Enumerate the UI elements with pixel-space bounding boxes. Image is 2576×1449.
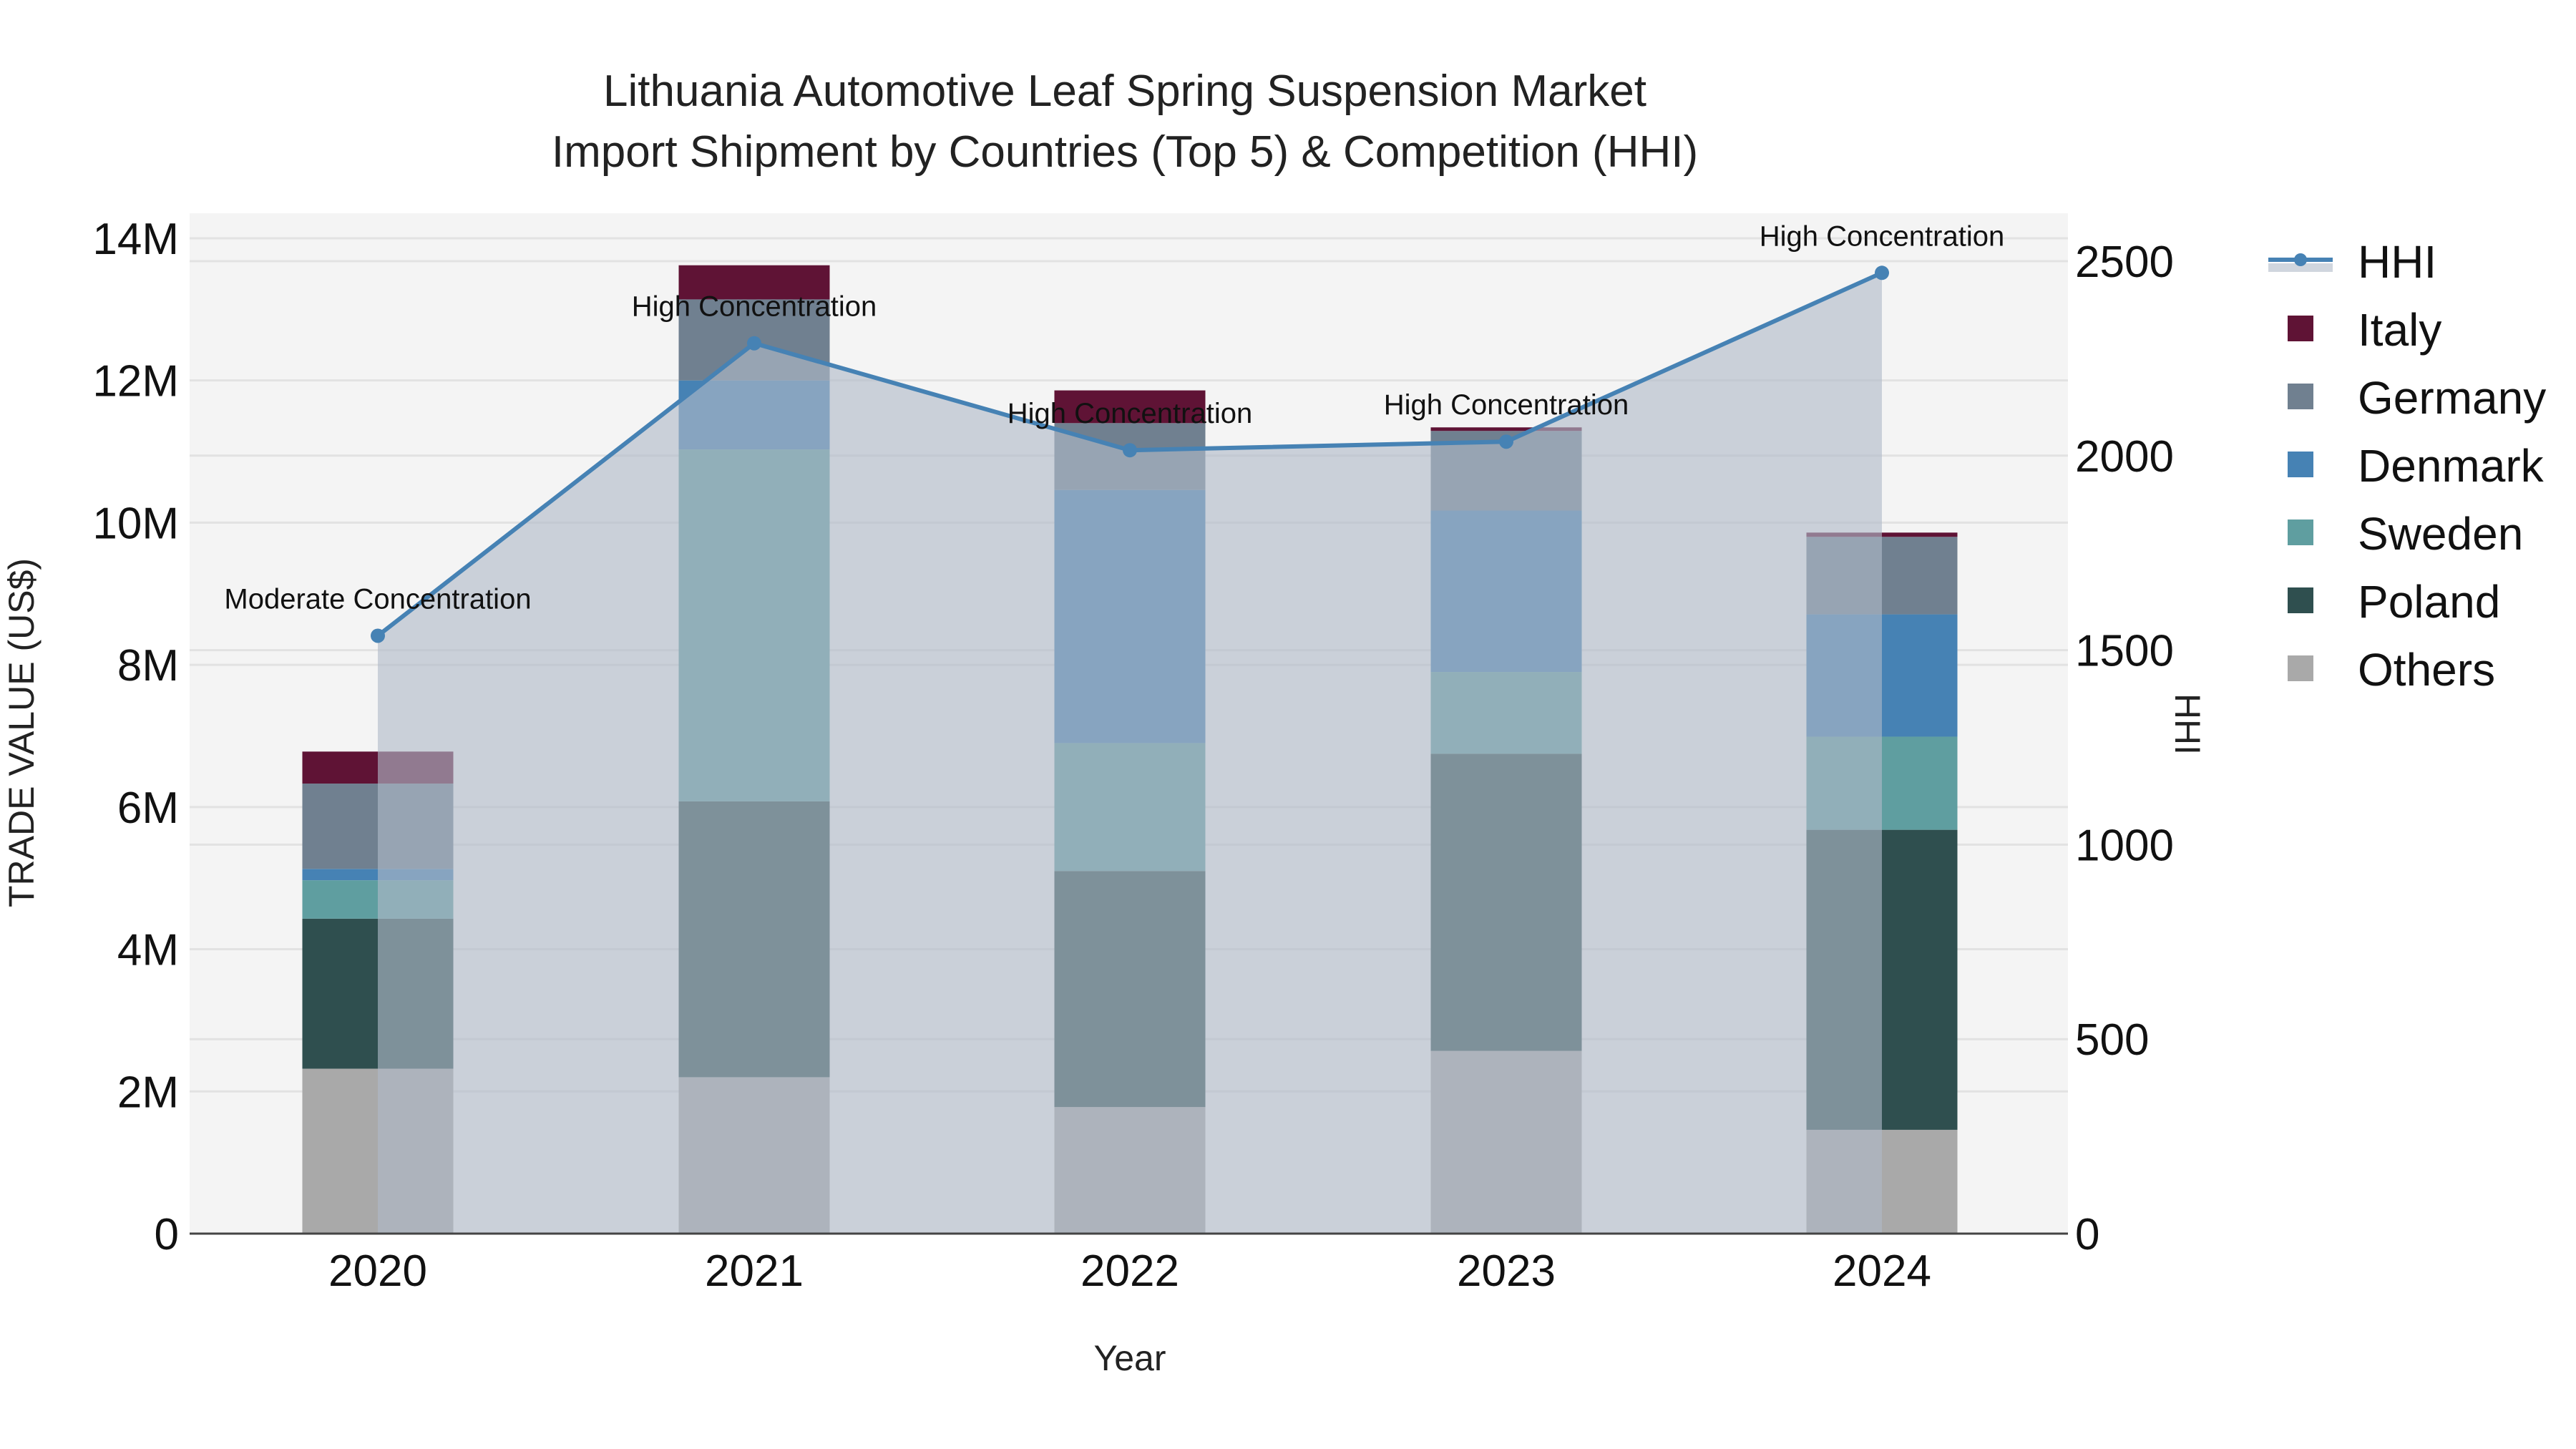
x-tick-label-2024: 2024 <box>1833 1246 1931 1296</box>
hhi-marker <box>371 628 385 643</box>
legend-area-swatch <box>2268 263 2333 272</box>
x-axis-title: Year <box>1093 1338 1166 1378</box>
y-right-axis-title: HHI <box>2167 693 2207 755</box>
y-right-tick-label: 0 <box>2075 1210 2099 1259</box>
y-left-tick-label: 0 <box>155 1210 179 1259</box>
y-left-axis: 0 2M 4M 6M 8M 10M 12M 14M <box>92 215 179 1259</box>
legend-label: Italy <box>2358 304 2441 356</box>
x-tick-label-2020: 2020 <box>328 1246 427 1296</box>
legend-item-sweden[interactable]: Sweden <box>2288 508 2523 560</box>
legend-label: Poland <box>2358 576 2500 628</box>
bar-segment-italy <box>1054 390 1206 424</box>
legend-swatch-icon <box>2288 316 2313 341</box>
y-left-tick-label: 2M <box>117 1068 179 1117</box>
x-tick-label-2021: 2021 <box>705 1246 804 1296</box>
legend-label: Denmark <box>2358 440 2545 492</box>
legend-swatch-icon <box>2288 384 2313 409</box>
y-left-tick-label: 14M <box>92 215 179 264</box>
x-tick-label-2022: 2022 <box>1080 1246 1179 1296</box>
legend-swatch-icon <box>2288 655 2313 681</box>
legend-swatch-icon <box>2288 519 2313 545</box>
legend-label: Germany <box>2358 372 2546 424</box>
y-left-tick-label: 8M <box>117 641 179 691</box>
y-left-axis-title: TRADE VALUE (US$) <box>1 558 42 907</box>
legend-item-others[interactable]: Others <box>2288 644 2495 696</box>
y-right-tick-label: 500 <box>2075 1015 2149 1065</box>
y-right-tick-label: 1000 <box>2075 821 2174 870</box>
legend-swatch-icon <box>2288 587 2313 613</box>
y-right-axis: 0 500 1000 1500 2000 2500 <box>2075 238 2174 1259</box>
x-tick-label-2023: 2023 <box>1457 1246 1556 1296</box>
hhi-marker <box>1499 434 1513 449</box>
legend-swatch-icon <box>2288 452 2313 477</box>
y-left-tick-label: 4M <box>117 926 179 975</box>
hhi-marker <box>1123 443 1137 458</box>
legend: HHI Italy Germany Denmark Sweden Poland Others <box>2268 236 2546 696</box>
legend-item-denmark[interactable]: Denmark <box>2288 440 2545 492</box>
legend-label: Others <box>2358 644 2495 696</box>
y-left-tick-label: 10M <box>92 499 179 548</box>
hhi-area-fill <box>378 273 1882 1234</box>
legend-marker-icon <box>2294 253 2307 266</box>
legend-item-poland[interactable]: Poland <box>2288 576 2500 628</box>
annotation-2024: High Concentration <box>1760 220 2004 252</box>
y-right-tick-label: 1500 <box>2075 627 2174 676</box>
chart-title-line1: Lithuania Automotive Leaf Spring Suspens… <box>603 67 1646 116</box>
bar-segment-italy <box>1430 427 1582 431</box>
legend-item-germany[interactable]: Germany <box>2288 372 2546 424</box>
hhi-marker <box>1875 265 1889 280</box>
annotation-2021: High Concentration <box>632 291 877 323</box>
bar-segment-italy <box>678 265 830 300</box>
y-left-tick-label: 12M <box>92 357 179 406</box>
legend-item-hhi[interactable]: HHI <box>2268 236 2436 288</box>
hhi-line <box>371 265 1889 643</box>
y-left-tick-label: 6M <box>117 784 179 833</box>
annotation-2023: High Concentration <box>1384 389 1629 421</box>
hhi-marker <box>747 336 761 351</box>
annotation-2022: High Concentration <box>1008 398 1252 429</box>
legend-item-italy[interactable]: Italy <box>2288 304 2441 356</box>
hhi-area-path <box>378 273 1882 1234</box>
x-axis: 2020 2021 2022 2023 2024 <box>328 1246 1931 1296</box>
y-right-tick-label: 2000 <box>2075 432 2174 482</box>
legend-label: HHI <box>2358 236 2436 288</box>
chart-title-line2: Import Shipment by Countries (Top 5) & C… <box>552 127 1698 177</box>
y-right-tick-label: 2500 <box>2075 238 2174 287</box>
hhi-annotations: Moderate Concentration High Concentration… <box>224 220 2004 615</box>
annotation-2020: Moderate Concentration <box>224 583 531 615</box>
legend-label: Sweden <box>2358 508 2523 560</box>
